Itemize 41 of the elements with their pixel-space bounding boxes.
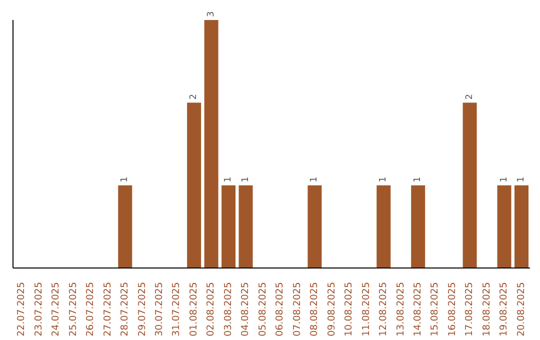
x-tick-label: 11.08.2025: [360, 282, 372, 336]
x-tick-label: 15.08.2025: [430, 282, 441, 336]
x-tick-label: 12.08.2025: [378, 282, 390, 336]
data-label: 1: [516, 176, 526, 182]
x-tick-label: 06.08.2025: [274, 282, 286, 336]
x-tick-label: 18.08.2025: [481, 282, 492, 336]
x-tick-label: 01.08.2025: [188, 282, 200, 336]
data-label: 3: [206, 11, 216, 17]
x-tick-label: 10.08.2025: [344, 282, 355, 336]
x-tick-label: 22.07.2025: [16, 282, 28, 336]
x-tick-label: 28.07.2025: [120, 282, 131, 336]
x-tick-label: 23.07.2025: [33, 282, 44, 336]
data-label: 1: [120, 176, 130, 182]
x-tick-label: 27.07.2025: [102, 282, 114, 336]
x-tick-label: 09.08.2025: [326, 282, 338, 336]
x-tick-label: 14.08.2025: [412, 282, 424, 336]
x-tick-label: 17.08.2025: [464, 282, 476, 336]
data-label: 1: [413, 176, 424, 182]
x-tick-label: 26.07.2025: [85, 282, 96, 336]
x-tick-label: 04.08.2025: [240, 282, 252, 336]
data-label: 1: [378, 176, 389, 182]
x-tick-label: 05.08.2025: [257, 282, 268, 336]
x-tick-label: 25.07.2025: [68, 282, 79, 336]
data-label: 1: [224, 176, 234, 182]
data-label: 1: [310, 176, 320, 182]
x-tick-label: 03.08.2025: [222, 282, 234, 336]
x-tick-label: 08.08.2025: [309, 282, 320, 336]
x-tick-label: 19.08.2025: [498, 282, 510, 336]
x-tick-label: 20.08.2025: [516, 282, 527, 336]
data-label: 2: [189, 94, 200, 100]
x-tick-label: 07.08.2025: [292, 282, 303, 336]
x-tick-label: 30.07.2025: [154, 282, 165, 336]
data-label: 2: [464, 94, 475, 100]
x-tick-label: 29.07.2025: [136, 282, 148, 336]
x-tick-label: 02.08.2025: [206, 282, 217, 336]
x-tick-label: 24.07.2025: [50, 282, 62, 336]
x-tick-label: 13.08.2025: [395, 282, 406, 336]
data-label: 1: [499, 176, 510, 182]
x-tick-label: 31.07.2025: [171, 282, 182, 336]
data-label: 1: [240, 176, 251, 182]
x-tick-label: 16.08.2025: [446, 282, 458, 336]
